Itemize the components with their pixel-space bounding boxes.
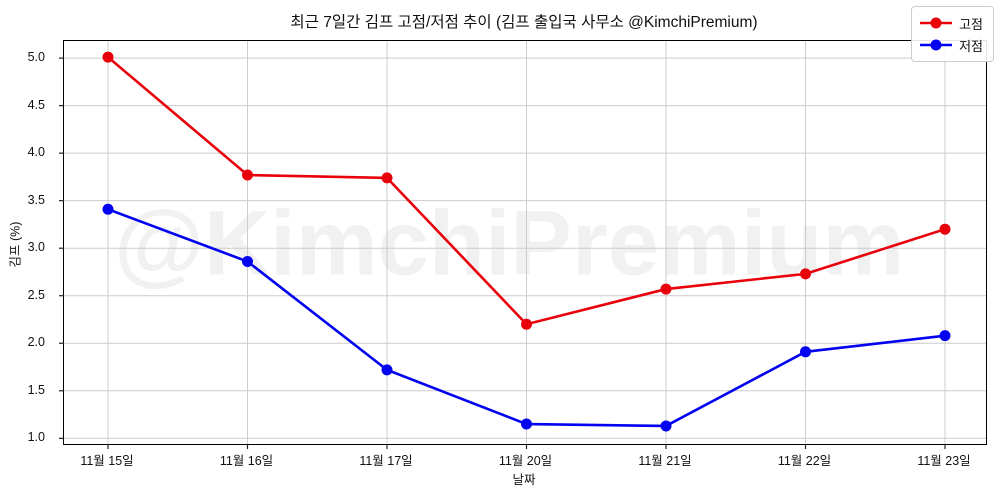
y-tick-label: 3.5 [27, 192, 45, 207]
data-point-고점 [102, 51, 114, 63]
x-axis-tick-labels: 11월 15일 11월 16일 11월 17일 11월 20일 11월 21일 11월 2… [63, 445, 985, 468]
data-point-저점 [102, 203, 114, 215]
y-tick-label: 4.0 [27, 145, 45, 160]
data-point-고점 [939, 223, 951, 235]
y-tick-label: 3.0 [27, 240, 45, 255]
data-point-고점 [660, 283, 672, 295]
x-axis-label: 날짜 [512, 473, 536, 487]
legend-item-고점: 고점 [920, 12, 983, 34]
legend-item-저점: 저점 [920, 34, 983, 56]
legend-label: 고점 [959, 16, 983, 32]
chart-title: 최근 7일간 김프 고점/저점 추이 (김프 출입국 사무소 @KimchiPr… [290, 14, 758, 31]
data-point-고점 [381, 172, 393, 184]
x-tick-label: 11월 20일 [498, 454, 553, 468]
y-tick-label: 2.0 [27, 335, 45, 350]
data-point-고점 [242, 169, 253, 181]
data-point-저점 [521, 418, 532, 430]
plot-area: @KimchiPremium [59, 40, 987, 449]
data-point-고점 [800, 268, 811, 280]
x-tick-label: 11월 17일 [359, 454, 413, 468]
legend-marker-icon [920, 17, 953, 29]
y-tick-label: 4.5 [27, 97, 45, 112]
y-tick-label: 1.5 [27, 382, 45, 397]
data-point-저점 [660, 420, 672, 432]
x-tick-label: 11월 23일 [917, 454, 971, 468]
x-tick-label: 11월 15일 [80, 454, 134, 468]
data-point-저점 [800, 346, 811, 358]
x-tick-label: 11월 21일 [638, 454, 692, 468]
x-tick-label: 11월 16일 [219, 454, 274, 468]
y-axis-tick-labels: 1.0 1.5 2.0 2.5 3.0 3.5 4.0 4.5 5.0 [0, 40, 56, 445]
legend-label: 저점 [959, 38, 983, 54]
legend-marker-icon [920, 39, 953, 51]
data-point-저점 [381, 364, 393, 376]
y-tick-label: 2.5 [27, 287, 45, 302]
data-point-저점 [939, 330, 951, 342]
chart-canvas [59, 41, 986, 449]
data-point-고점 [521, 318, 532, 330]
y-tick-label: 5.0 [27, 50, 45, 65]
x-tick-label: 11월 22일 [777, 454, 832, 468]
data-point-저점 [242, 256, 253, 268]
y-tick-label: 1.0 [27, 430, 45, 445]
